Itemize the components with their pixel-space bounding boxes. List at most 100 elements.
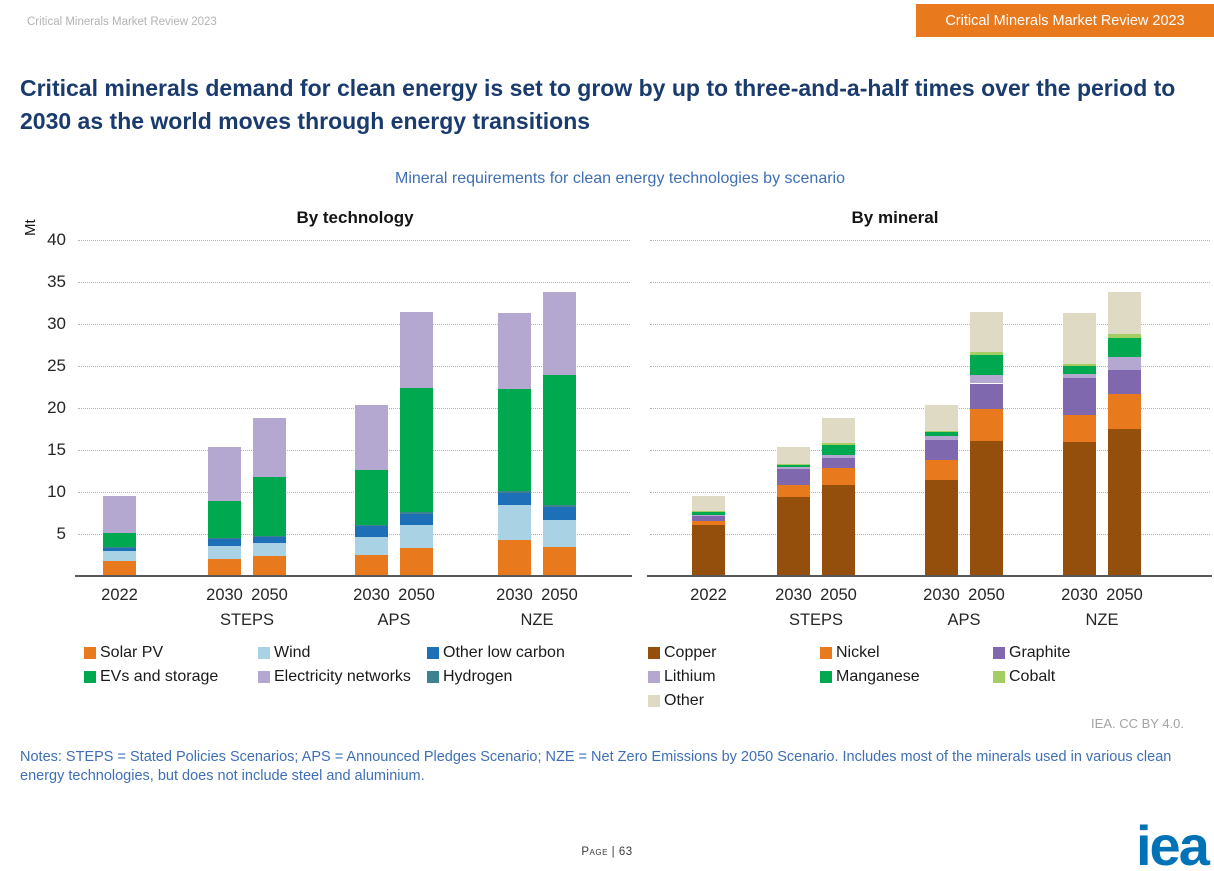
y-tick-20: 20 bbox=[47, 398, 66, 417]
legend-item-manganese: Manganese bbox=[820, 668, 920, 686]
gridline-40mt bbox=[650, 240, 1210, 241]
bar-segment-other bbox=[925, 405, 958, 431]
bar-segment-hydrogen bbox=[253, 535, 286, 537]
graphite-swatch-icon bbox=[993, 647, 1005, 659]
x-label-year: 2050 bbox=[968, 586, 1005, 604]
legend-label: Copper bbox=[664, 644, 717, 661]
bar-segment-copper bbox=[970, 440, 1003, 575]
bar-segment-solar-pv bbox=[400, 548, 433, 575]
chart-by-mineral bbox=[647, 240, 1212, 577]
bar-segment-cobalt bbox=[1063, 364, 1096, 366]
x-label-year: 2030 bbox=[923, 586, 960, 604]
bar-segment-manganese bbox=[777, 464, 810, 467]
gridline-35mt bbox=[78, 282, 630, 283]
electricity-networks-swatch-icon bbox=[258, 671, 270, 683]
evs-and-storage-swatch-icon bbox=[84, 671, 96, 683]
bar-segment-solar-pv bbox=[103, 560, 136, 575]
notes-text: Notes: STEPS = Stated Policies Scenarios… bbox=[20, 749, 1172, 784]
bar-segment-solar-pv bbox=[208, 559, 241, 575]
legend-label: EVs and storage bbox=[100, 668, 219, 685]
bar-segment-lithium bbox=[1108, 356, 1141, 371]
cobalt-swatch-icon bbox=[993, 671, 1005, 683]
gridline-10mt bbox=[78, 492, 630, 493]
bar-segment-cobalt bbox=[1108, 334, 1141, 339]
bar-segment-evs-and-storage bbox=[103, 533, 136, 547]
bar-segment-evs-and-storage bbox=[355, 470, 388, 525]
bar-segment-wind bbox=[400, 524, 433, 549]
bar-segment-hydrogen bbox=[355, 524, 388, 526]
report-title-badge: Critical Minerals Market Review 2023 bbox=[916, 4, 1214, 37]
legend-item-electricity-networks: Electricity networks bbox=[258, 668, 411, 686]
legend-label: Wind bbox=[274, 644, 311, 661]
manganese-swatch-icon bbox=[820, 671, 832, 683]
bar-segment-manganese bbox=[970, 354, 1003, 376]
bar-segment-solar-pv bbox=[543, 547, 576, 575]
bar-segment-electricity-networks bbox=[498, 312, 531, 390]
bar-segment-lithium bbox=[692, 514, 725, 517]
legend-item-lithium: Lithium bbox=[648, 668, 716, 686]
gridline-30mt bbox=[78, 324, 630, 325]
bar-segment-copper bbox=[1108, 428, 1141, 575]
bar-segment-copper bbox=[822, 485, 855, 575]
bar-segment-other bbox=[822, 417, 855, 444]
bar-segment-cobalt bbox=[822, 443, 855, 445]
x-label-year: 2030 bbox=[496, 586, 533, 604]
legend-label: Graphite bbox=[1009, 644, 1071, 661]
wind-swatch-icon bbox=[258, 647, 270, 659]
license-text: IEA. CC BY 4.0. bbox=[1091, 716, 1184, 731]
bar-segment-electricity-networks bbox=[400, 312, 433, 388]
y-tick-25: 25 bbox=[47, 356, 66, 375]
x-label-year: 2030 bbox=[206, 586, 243, 604]
bar-segment-other-low-carbon bbox=[355, 525, 388, 538]
legend-item-cobalt: Cobalt bbox=[993, 668, 1055, 686]
bar-segment-other-low-carbon bbox=[208, 538, 241, 546]
bar-segment-copper bbox=[1063, 442, 1096, 575]
chart-by-technology bbox=[75, 240, 632, 577]
x-label-year: 2050 bbox=[1106, 586, 1143, 604]
bar-segment-electricity-networks bbox=[103, 496, 136, 534]
y-tick-40: 40 bbox=[47, 230, 66, 249]
bar-segment-cobalt bbox=[970, 352, 1003, 355]
bar-segment-wind bbox=[253, 543, 286, 556]
y-tick-35: 35 bbox=[47, 272, 66, 291]
bar-segment-graphite bbox=[692, 516, 725, 522]
bar-segment-nickel bbox=[822, 468, 855, 486]
y-tick-5: 5 bbox=[56, 524, 66, 543]
gridline-5mt bbox=[78, 534, 630, 535]
page-number: Page | 63 bbox=[581, 846, 633, 858]
y-tick-15: 15 bbox=[47, 440, 66, 459]
bar-segment-other-low-carbon bbox=[103, 547, 136, 551]
bar-segment-solar-pv bbox=[498, 539, 531, 575]
hydrogen-swatch-icon bbox=[427, 671, 439, 683]
legend-label: Hydrogen bbox=[443, 668, 513, 685]
bar-segment-copper bbox=[692, 525, 725, 575]
x-label-year: 2022 bbox=[101, 586, 138, 604]
gridline-15mt bbox=[78, 450, 630, 451]
legend-item-evs-and-storage: EVs and storage bbox=[84, 668, 218, 686]
chart-title-by-mineral: By mineral bbox=[851, 208, 939, 227]
copper-swatch-icon bbox=[648, 647, 660, 659]
legend-label: Lithium bbox=[664, 668, 716, 685]
x-label-year: 2050 bbox=[820, 586, 857, 604]
bar-segment-lithium bbox=[925, 436, 958, 440]
bar-segment-nickel bbox=[970, 408, 1003, 441]
bar-segment-graphite bbox=[970, 383, 1003, 409]
bar-segment-copper bbox=[925, 480, 958, 575]
bar-segment-nickel bbox=[777, 485, 810, 497]
other-swatch-icon bbox=[648, 695, 660, 707]
bar-segment-hydrogen bbox=[498, 491, 531, 493]
solar-pv-swatch-icon bbox=[84, 647, 96, 659]
x-label-scenario-nze: NZE bbox=[520, 611, 554, 629]
bar-segment-electricity-networks bbox=[355, 405, 388, 470]
bar-segment-manganese bbox=[1108, 338, 1141, 357]
bar-segment-nickel bbox=[925, 459, 958, 481]
page-title: Critical minerals demand for clean energ… bbox=[20, 75, 1176, 134]
bar-segment-other-low-carbon bbox=[253, 536, 286, 544]
legend-item-other-low-carbon: Other low carbon bbox=[427, 644, 565, 662]
bar-segment-electricity-networks bbox=[543, 291, 576, 376]
bar-segment-cobalt bbox=[925, 430, 958, 432]
bar-segment-nickel bbox=[692, 521, 725, 526]
x-label-year: 2030 bbox=[1061, 586, 1098, 604]
bar-segment-lithium bbox=[777, 466, 810, 470]
